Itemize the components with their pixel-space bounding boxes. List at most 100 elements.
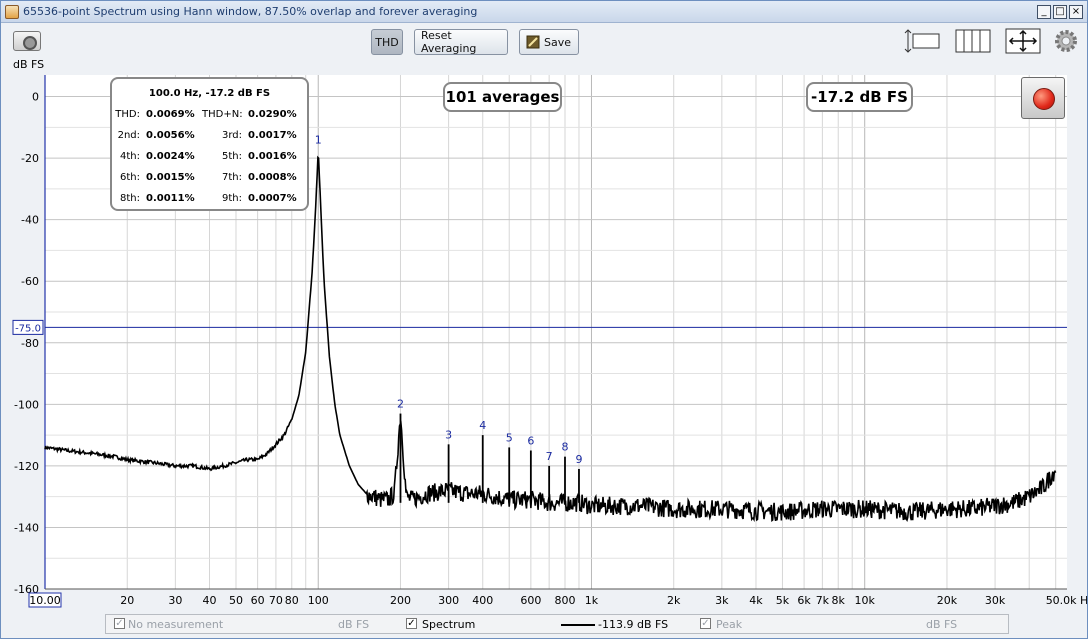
no-measurement-checkbox[interactable]: ✓ — [114, 618, 125, 629]
reset-averaging-button[interactable]: Reset Averaging — [414, 29, 508, 55]
harmonic-label: 9th: — [222, 193, 242, 204]
x-tick-label: 3k — [715, 594, 729, 607]
maximize-button[interactable]: □ — [1053, 5, 1067, 19]
thd-toggle-button[interactable]: THD — [371, 29, 403, 55]
harmonic-value: 0.0290% — [248, 109, 297, 120]
y-tick-label: -140 — [14, 521, 39, 534]
reference-level-box — [12, 319, 44, 335]
harmonic-label: THD: — [115, 109, 140, 120]
harmonics-panel-title: 100.0 Hz, -17.2 dB FS — [148, 88, 271, 99]
y-tick-label: -100 — [14, 398, 39, 411]
spectrum-checkbox[interactable]: ✓ — [406, 618, 417, 629]
save-icon — [526, 35, 540, 49]
y-axis-unit: dB FS — [13, 58, 45, 71]
level-readout: -17.2 dB FS — [806, 82, 913, 112]
harmonic-label: 2nd: — [117, 130, 140, 141]
harmonic-value: 0.0011% — [146, 193, 195, 204]
harmonic-marker-label: 2 — [397, 398, 404, 411]
harmonic-marker-label: 3 — [445, 428, 452, 441]
x-tick-label: 6k — [797, 594, 811, 607]
x-tick-label: 100 — [308, 594, 329, 607]
y-tick-label: -40 — [21, 214, 39, 227]
x-tick-label: 10k — [855, 594, 876, 607]
record-button[interactable] — [1021, 77, 1065, 119]
harmonic-marker-label: 9 — [575, 453, 582, 466]
java-app-icon — [5, 5, 19, 19]
save-button[interactable]: Save — [519, 29, 579, 55]
harmonic-label: 6th: — [120, 172, 140, 183]
x-tick-label: 7k — [816, 594, 830, 607]
harmonic-marker-label: 7 — [546, 450, 553, 463]
harmonic-marker-label: 1 — [315, 133, 322, 146]
harmonic-label: 3rd: — [221, 130, 242, 141]
x-tick-label: 600 — [520, 594, 541, 607]
x-tick-label: 400 — [472, 594, 493, 607]
peak-label: Peak — [716, 618, 743, 631]
spectrum-label: Spectrum — [422, 618, 476, 631]
camera-icon[interactable] — [13, 31, 41, 51]
harmonic-label: 8th: — [120, 193, 140, 204]
y-tick-label: -120 — [14, 460, 39, 473]
harmonic-value: 0.0056% — [146, 130, 195, 141]
x-tick-label: 20 — [120, 594, 134, 607]
x-tick-label: 2k — [667, 594, 681, 607]
spectrum-series-line — [44, 155, 1057, 523]
window-title: 65536-point Spectrum using Hann window, … — [23, 5, 478, 18]
toolbar: dB FS THD Reset Averaging Save — [1, 23, 1087, 75]
x-tick-label: 300 — [438, 594, 459, 607]
harmonic-value: 0.0008% — [248, 172, 297, 183]
x-tick-label: 50 — [229, 594, 243, 607]
x-tick-label: 5k — [776, 594, 790, 607]
harmonic-value: 0.0007% — [248, 193, 297, 204]
harmonic-value: 0.0017% — [248, 130, 297, 141]
harmonic-label: 5th: — [222, 151, 242, 162]
x-tick-label: 50.0k Hz — [1046, 594, 1087, 607]
harmonic-value: 0.0016% — [248, 151, 297, 162]
x-tick-label: 800 — [554, 594, 575, 607]
harmonic-marker-label: 5 — [506, 431, 513, 444]
no-measurement-label: No measurement — [128, 618, 224, 631]
x-tick-label: 20k — [937, 594, 958, 607]
x-tick-label: 30k — [985, 594, 1006, 607]
y-tick-label: 0 — [32, 91, 39, 104]
harmonic-value: 0.0015% — [146, 172, 195, 183]
y-tick-label: -60 — [21, 275, 39, 288]
x-tick-label: 10.00 — [29, 594, 61, 607]
minimize-button[interactable]: _ — [1037, 5, 1051, 19]
harmonic-value: 0.0069% — [146, 109, 195, 120]
peak-checkbox[interactable]: ✓ — [700, 618, 711, 629]
harmonic-marker-label: 4 — [479, 419, 486, 432]
x-tick-label: 8k — [832, 594, 846, 607]
no-measurement-unit: dB FS — [338, 618, 370, 631]
harmonic-value: 0.0024% — [146, 151, 195, 162]
harmonics-panel: 100.0 Hz, -17.2 dB FS THD: 0.0069% THD+N: 0… — [110, 77, 309, 211]
x-tick-label: 200 — [390, 594, 411, 607]
x-tick-label: 70 — [269, 594, 283, 607]
x-tick-label: 40 — [203, 594, 217, 607]
spectrum-chart-area: 0 -20 -40 -60 -80 -100 -120 -140 -160 10.00 20 30 40… — [1, 75, 1087, 611]
harmonic-label: 4th: — [120, 151, 140, 162]
zoom-vertical-icon[interactable] — [904, 28, 940, 54]
reference-level-label: -75.0 — [15, 323, 41, 334]
harmonic-marker-label: 6 — [527, 434, 534, 447]
harmonic-label: THD+N: — [202, 109, 243, 120]
gear-icon[interactable] — [1053, 28, 1079, 54]
harmonic-marker-label: 8 — [561, 441, 568, 454]
y-tick-label: -80 — [21, 337, 39, 350]
harmonic-label: 7th: — [222, 172, 242, 183]
x-tick-label: 4k — [749, 594, 763, 607]
fit-all-arrows-icon[interactable] — [1005, 28, 1041, 54]
x-tick-label: 30 — [168, 594, 182, 607]
averages-readout: 101 averages — [443, 82, 562, 112]
close-button[interactable]: × — [1069, 5, 1083, 19]
x-start-box — [28, 592, 62, 608]
save-button-label: Save — [544, 35, 572, 49]
x-tick-label: 60 — [251, 594, 265, 607]
spectrum-value: -113.9 dB FS — [598, 618, 669, 631]
grid-columns-icon[interactable] — [955, 28, 991, 54]
title-bar: 65536-point Spectrum using Hann window, … — [1, 1, 1087, 23]
legend-bar: ✓ No measurement dB FS ✓ Spectrum -113.9… — [105, 614, 1009, 634]
y-tick-label: -20 — [21, 152, 39, 165]
